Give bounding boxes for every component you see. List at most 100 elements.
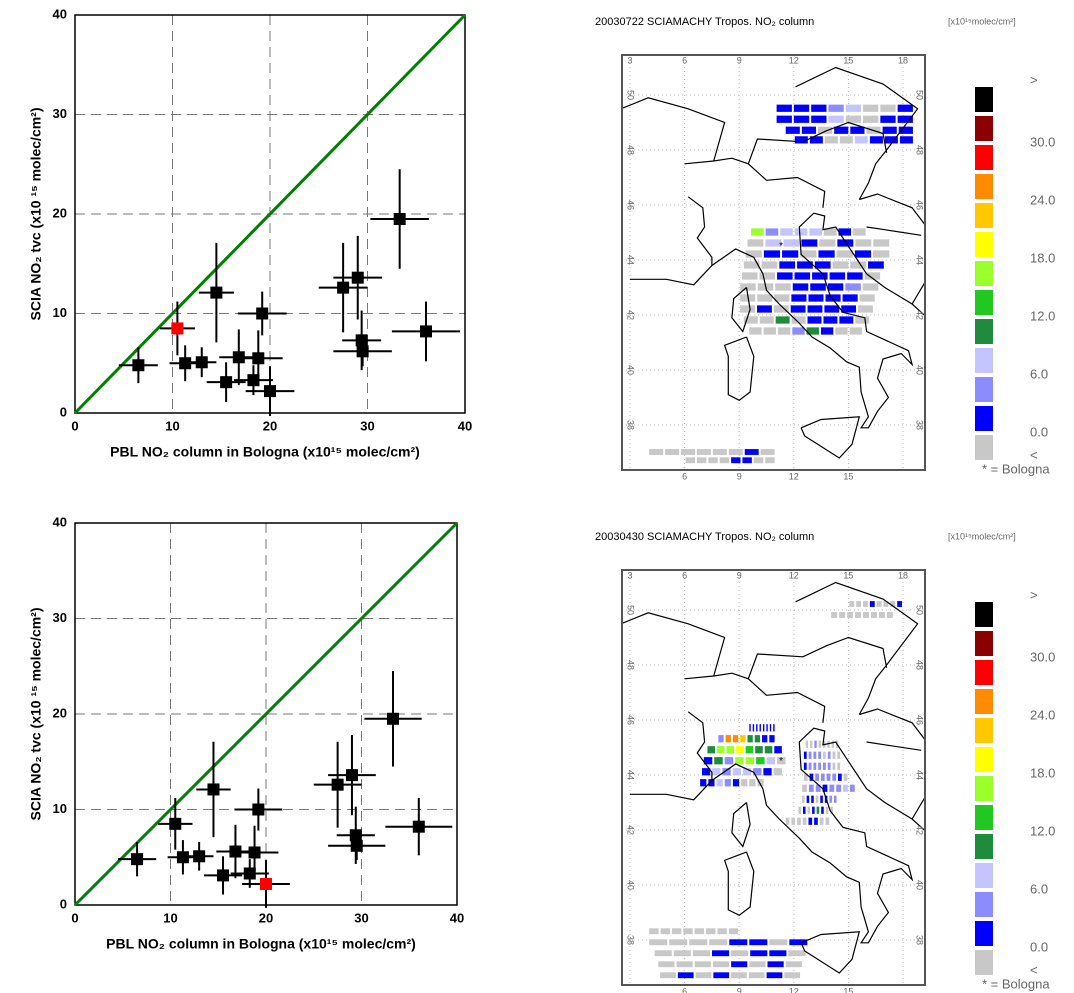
map-pixel: [749, 327, 762, 335]
map-pixel: [740, 735, 746, 743]
point: [256, 307, 269, 320]
map-pixel: [660, 928, 670, 935]
map-pixel: [700, 779, 707, 787]
map-pixel: [754, 735, 761, 743]
map-area: *: [622, 55, 925, 470]
map-pixel: [823, 762, 826, 770]
map-pixel: [863, 104, 879, 112]
map-pixel: [839, 612, 846, 618]
map-pixel: [801, 126, 817, 134]
map-pixel: [853, 228, 866, 236]
map-title: 20030430 SCIAMACHY Tropos. NO₂ column: [595, 531, 814, 543]
map-pixel: [774, 294, 790, 302]
map-pixel: [847, 272, 863, 280]
lon-tick-label: 15: [843, 986, 853, 993]
map-pixel: [806, 327, 819, 335]
map-pixel: [706, 928, 716, 935]
map-pixel: [854, 250, 872, 258]
map-pixel: [871, 612, 877, 618]
y-tick-label: 30: [53, 106, 67, 121]
map-pixel: [858, 305, 873, 313]
map-pixel: [732, 735, 739, 743]
coastline: [630, 212, 925, 429]
map-pixel: [765, 457, 775, 464]
colorbar-label: 0.0: [1030, 939, 1048, 954]
point: [132, 359, 145, 372]
coastline: [622, 97, 726, 162]
map-pixel: [876, 601, 882, 607]
y-tick-label: 30: [53, 610, 67, 625]
map-pixel: [725, 735, 731, 743]
map-pixel: [788, 950, 806, 957]
colorbar-box: [975, 174, 993, 199]
map-pixel: [807, 316, 822, 324]
map-pixel: [769, 950, 787, 957]
y-tick-label: 0: [60, 896, 67, 911]
map-pixel: [745, 250, 762, 258]
map-pixel: [797, 261, 813, 269]
map-pixel: [780, 228, 793, 236]
map-pixel: [749, 939, 768, 946]
map-pixel: [765, 228, 779, 236]
map-pixel: [869, 136, 883, 144]
map-pixel: [676, 961, 693, 968]
colorbar-box: [975, 348, 993, 373]
map-pixel: [825, 817, 830, 825]
colorbar-box: [975, 406, 993, 431]
map-pixel: [740, 283, 756, 291]
map-pixel: [818, 126, 833, 134]
x-tick-label: 20: [263, 418, 277, 433]
map-pixel: [849, 601, 855, 607]
point: [350, 839, 363, 852]
point: [248, 846, 261, 859]
map-pixel: [712, 768, 721, 776]
map-pixel: [822, 784, 828, 792]
lat-tick-label: 50: [915, 605, 925, 615]
map-pixel: [717, 928, 727, 935]
lon-tick-label: 3: [627, 570, 632, 580]
map-pixel: [856, 601, 862, 607]
lon-tick-label: 6: [682, 986, 687, 993]
point: [217, 869, 230, 882]
map-pixel: [814, 817, 818, 825]
map-pixel: [773, 768, 782, 776]
map-pixel: [791, 294, 807, 302]
x-tick-label: 30: [360, 418, 374, 433]
map-pixel: [868, 261, 884, 269]
map-pixel: [807, 806, 811, 814]
map-pixel: [764, 746, 773, 754]
coastline: [687, 196, 713, 266]
map-pixel: [845, 104, 862, 112]
map-pixel: [695, 972, 712, 979]
coastline: [684, 672, 826, 723]
map-pixel: [873, 250, 890, 258]
map-pixel: [660, 972, 676, 979]
map-pixel: [774, 746, 782, 754]
map-pixel: [726, 746, 735, 754]
lon-tick-label: 18: [898, 55, 908, 65]
lat-tick-label: 42: [915, 825, 925, 835]
map-pixel: [842, 294, 858, 302]
point: [252, 352, 265, 365]
map-pixel: [815, 773, 819, 781]
map-pixel: [899, 136, 913, 144]
map-pixel: [752, 724, 755, 732]
map-frame: [621, 54, 926, 471]
map-pixel: [683, 928, 693, 935]
map-pixel: [831, 612, 838, 618]
colorbar-label: 30.0: [1030, 134, 1055, 149]
map-pixel: [810, 283, 826, 291]
map-pixel: [743, 261, 760, 269]
map-note: * = Bologna: [982, 976, 1050, 991]
map-pixel: [827, 740, 830, 748]
map-pixel: [890, 601, 896, 607]
map-pixel: [753, 768, 762, 776]
map-pixel: [742, 768, 752, 776]
map-pixel: [658, 961, 675, 968]
point: [169, 817, 182, 830]
map-pixel: [829, 272, 846, 280]
bologna-marker: *: [779, 241, 783, 252]
x-tick-label: 30: [354, 910, 368, 925]
map-pixel: [793, 115, 810, 123]
map-pixel: [782, 250, 799, 258]
